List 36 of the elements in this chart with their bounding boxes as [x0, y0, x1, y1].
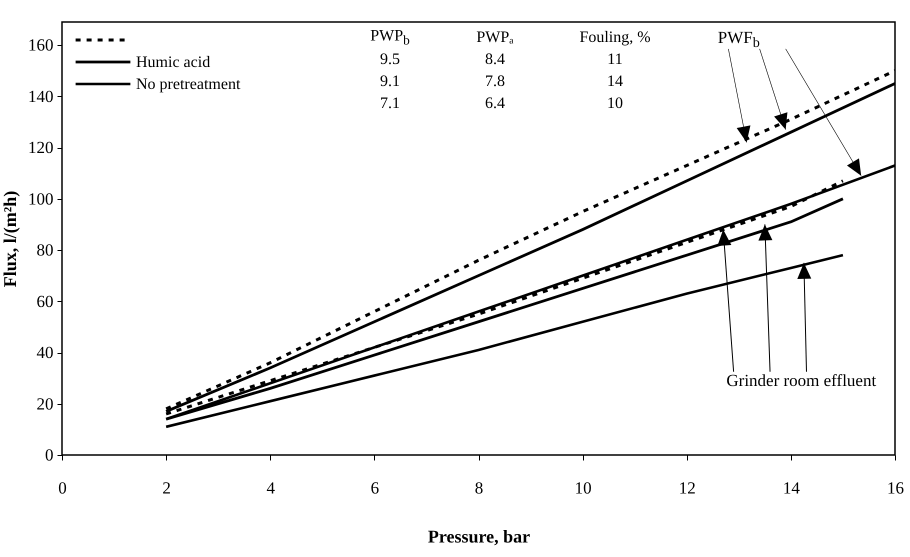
annotation: Fouling, %: [579, 29, 651, 47]
x-tick-label: 16: [887, 478, 904, 498]
x-tick-label: 8: [474, 478, 484, 498]
annotation: 8.4: [485, 51, 505, 69]
y-tick-label: 120: [28, 138, 54, 158]
x-axis-title: Pressure, bar: [428, 526, 530, 546]
annotation: 9.1: [380, 73, 400, 91]
y-tick-label: 20: [36, 394, 54, 414]
annotation: 6.4: [485, 95, 505, 113]
annotation: 14: [607, 73, 623, 91]
annotation: 7.1: [380, 95, 400, 113]
y-tick-label: 0: [45, 446, 54, 464]
annotation: 11: [607, 51, 623, 69]
x-tick-label: 4: [266, 478, 276, 498]
legend-label: No pretreatment: [136, 76, 241, 93]
y-tick-label: 140: [28, 86, 54, 106]
y-tick-label: 60: [36, 292, 54, 311]
annotation: 9.5: [380, 51, 400, 69]
annotation: PWPₐ: [476, 29, 514, 47]
annotation: 10: [607, 95, 623, 113]
y-tick-label: 100: [28, 189, 54, 208]
annotation: 7.8: [485, 73, 505, 91]
y-tick-label: 40: [36, 343, 54, 362]
x-tick-label: 12: [678, 478, 696, 498]
x-tick-label: 10: [574, 478, 592, 498]
annotation: Grinder room effluent: [726, 370, 876, 391]
x-tick-label: 0: [58, 478, 67, 498]
legend-label: Humic acid: [136, 54, 210, 71]
x-tick-label: 6: [370, 478, 380, 498]
y-tick-label: 80: [36, 240, 54, 260]
y-tick-label: 160: [28, 36, 54, 55]
y-axis-title: Flux, l/(m²h): [0, 190, 20, 288]
annotation: PWF$_{b}$: [718, 28, 760, 52]
annotation: PWP$_{b}$: [370, 27, 410, 49]
x-tick-label: 14: [782, 478, 800, 498]
x-tick-label: 2: [162, 478, 171, 498]
